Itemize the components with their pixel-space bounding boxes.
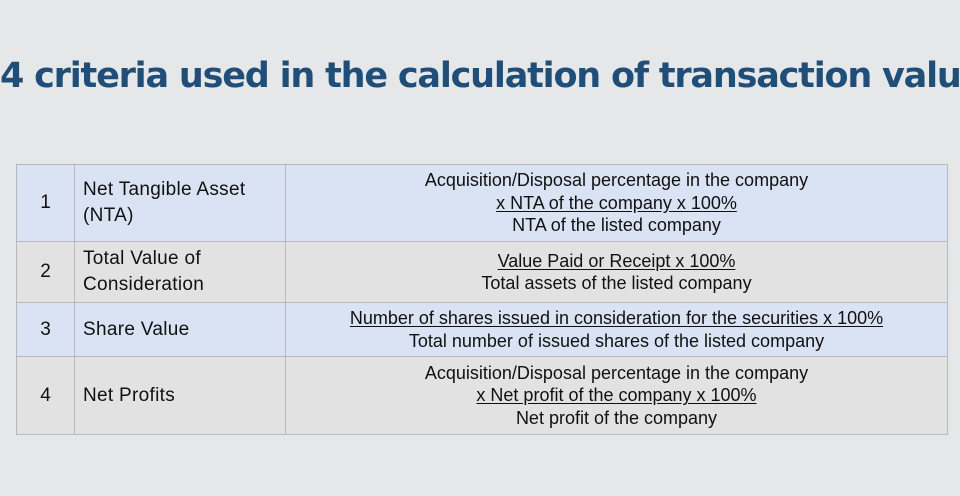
formula-numerator-line: x Net profit of the company x 100%: [476, 385, 757, 406]
formula-line: Acquisition/Disposal percentage in the c…: [424, 362, 809, 383]
criterion-name: Share Value: [74, 302, 286, 357]
table-row: 3 Share Value Number of shares issued in…: [16, 302, 948, 357]
criteria-table: 1 Net Tangible Asset (NTA) Acquisition/D…: [16, 164, 948, 435]
formula-numerator-line: x NTA of the company x 100%: [496, 192, 737, 213]
formula-denominator-line: NTA of the listed company: [512, 215, 721, 236]
criterion-name: Net Profits: [74, 356, 286, 435]
formula-denominator-line: Total assets of the listed company: [481, 273, 752, 293]
formula-denominator-line: Total number of issued shares of the lis…: [408, 330, 825, 351]
criterion-name-line: Consideration: [83, 274, 205, 295]
row-number: 3: [16, 302, 75, 357]
row-number: 4: [16, 356, 75, 435]
table-row: 1 Net Tangible Asset (NTA) Acquisition/D…: [16, 164, 948, 242]
criterion-name-line: Share Value: [83, 318, 190, 340]
formula-line: Acquisition/Disposal percentage in the c…: [424, 170, 809, 191]
row-number: 1: [16, 164, 75, 242]
criterion-name-line: Net Profits: [83, 384, 175, 406]
formula-numerator-line: Value Paid or Receipt x 100%: [497, 250, 736, 271]
table-row: 4 Net Profits Acquisition/Disposal perce…: [16, 356, 948, 435]
criterion-name: Total Value of Consideration: [74, 241, 286, 303]
criterion-formula: Acquisition/Disposal percentage in the c…: [285, 356, 948, 435]
table-row: 2 Total Value of Consideration Value Pai…: [16, 241, 948, 303]
criterion-name-line: Net Tangible Asset: [83, 179, 246, 200]
criterion-formula: Acquisition/Disposal percentage in the c…: [285, 164, 948, 242]
formula-numerator-line: Number of shares issued in consideration…: [349, 308, 884, 328]
page-title: 4 criteria used in the calculation of tr…: [0, 56, 960, 96]
criterion-name-line: Total Value of: [83, 248, 201, 269]
criterion-name-line: (NTA): [83, 205, 134, 226]
row-number: 2: [16, 241, 75, 303]
criterion-name: Net Tangible Asset (NTA): [74, 164, 286, 242]
criterion-formula: Value Paid or Receipt x 100% Total asset…: [285, 241, 948, 303]
criterion-formula: Number of shares issued in consideration…: [285, 302, 948, 357]
formula-denominator-line: Net profit of the company: [515, 407, 718, 428]
